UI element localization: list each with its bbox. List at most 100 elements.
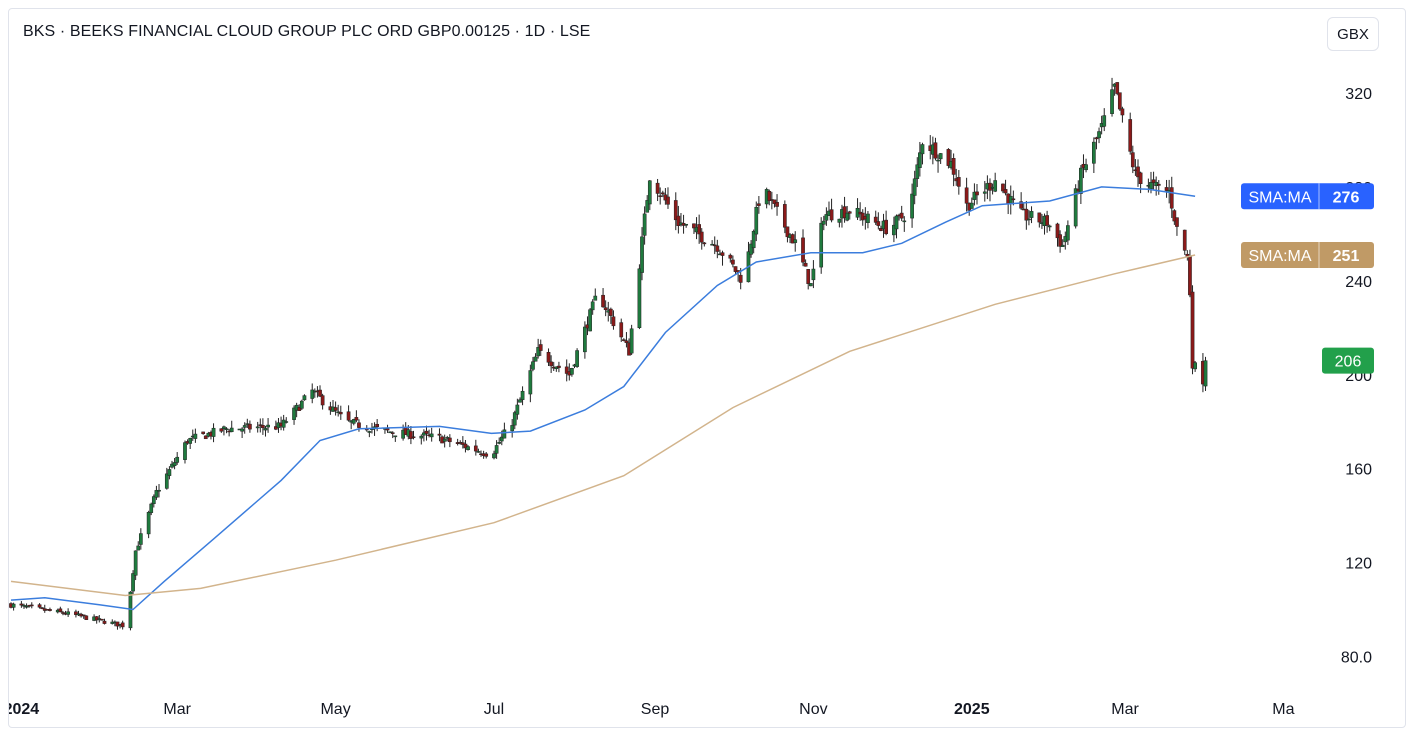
candle-body bbox=[19, 603, 24, 606]
candle-body bbox=[183, 442, 187, 460]
candle-body bbox=[824, 214, 829, 221]
candle-body bbox=[146, 511, 151, 535]
candle-body bbox=[460, 442, 465, 445]
candle-body bbox=[879, 228, 883, 231]
candle-body bbox=[224, 428, 229, 430]
candle-body bbox=[866, 213, 870, 224]
candle-body bbox=[531, 361, 535, 370]
candle-body bbox=[1102, 115, 1107, 127]
chart-title: BKS · BEEKS FINANCIAL CLOUD GROUP PLC OR… bbox=[23, 23, 591, 40]
candle-body bbox=[411, 436, 416, 438]
candle-body bbox=[1058, 234, 1062, 247]
candle-body bbox=[351, 419, 356, 424]
candle-body bbox=[1156, 183, 1161, 186]
candle-body bbox=[910, 193, 914, 219]
candle-body bbox=[1027, 218, 1031, 221]
candle-body bbox=[502, 429, 507, 439]
candle-body bbox=[1045, 215, 1049, 226]
candle-body bbox=[442, 438, 447, 442]
candle-body bbox=[637, 268, 642, 328]
x-tick-label: Jul bbox=[484, 701, 504, 718]
candle-body bbox=[1115, 82, 1120, 94]
sma-badge-label: SMA:MA bbox=[1248, 189, 1311, 206]
currency-button[interactable]: GBX bbox=[1327, 17, 1379, 51]
candle-body bbox=[588, 309, 592, 332]
candle-body bbox=[619, 322, 624, 338]
candle-body bbox=[975, 191, 979, 196]
candle-body bbox=[229, 427, 234, 433]
candle-body bbox=[751, 230, 756, 249]
candle-body bbox=[136, 545, 141, 551]
candle-body bbox=[728, 254, 733, 259]
candle-body bbox=[1001, 183, 1005, 192]
candle-body bbox=[640, 236, 644, 273]
candle-body bbox=[463, 443, 468, 449]
candle-body bbox=[964, 187, 969, 204]
candle-body bbox=[821, 220, 826, 225]
candle-body bbox=[1037, 212, 1042, 223]
candle-body bbox=[988, 182, 992, 191]
candle-body bbox=[1073, 188, 1078, 227]
candle-body bbox=[697, 224, 701, 235]
candle-body bbox=[1136, 166, 1140, 178]
candle-body bbox=[629, 328, 634, 354]
candle-body bbox=[22, 604, 26, 607]
candle-body bbox=[1003, 189, 1008, 194]
candle-body bbox=[1130, 152, 1135, 168]
candle-body bbox=[261, 425, 265, 429]
candle-body bbox=[11, 603, 16, 608]
last-price-value: 206 bbox=[1335, 354, 1362, 371]
candle-body bbox=[318, 389, 322, 397]
candle-body bbox=[1164, 187, 1169, 191]
candle-body bbox=[782, 204, 787, 228]
candle-body bbox=[164, 473, 169, 489]
candle-body bbox=[1149, 182, 1153, 190]
candle-body bbox=[437, 433, 442, 436]
candle-body bbox=[603, 307, 608, 311]
candle-body bbox=[808, 283, 813, 287]
candle-body bbox=[419, 435, 424, 439]
candle-body bbox=[1117, 92, 1122, 110]
candle-body bbox=[240, 428, 244, 432]
candle-body bbox=[754, 206, 759, 235]
candle-body bbox=[536, 347, 540, 357]
candle-body bbox=[175, 456, 180, 463]
candle-body bbox=[829, 209, 834, 221]
candle-body bbox=[284, 421, 289, 423]
sma-badge-label: SMA:MA bbox=[1248, 248, 1311, 265]
candle-body bbox=[847, 211, 852, 214]
candle-body bbox=[346, 411, 351, 421]
candle-body bbox=[972, 191, 977, 200]
y-tick-label: 160 bbox=[1345, 462, 1372, 479]
price-chart[interactable]: 80.01201602002402803202024MarMayJulSepNo… bbox=[9, 9, 1405, 727]
candle-body bbox=[222, 426, 226, 429]
candle-body bbox=[642, 213, 647, 236]
candle-body bbox=[385, 428, 390, 431]
candle-body bbox=[785, 226, 790, 238]
candle-body bbox=[248, 423, 252, 430]
candle-body bbox=[1097, 131, 1101, 139]
candle-body bbox=[255, 426, 260, 429]
candle-body bbox=[84, 615, 89, 620]
candle-body bbox=[515, 404, 520, 415]
candle-body bbox=[448, 437, 452, 443]
candle-body bbox=[193, 433, 198, 439]
candle-body bbox=[624, 340, 629, 343]
candle-body bbox=[912, 178, 917, 196]
candle-body bbox=[936, 159, 940, 162]
candle-body bbox=[749, 243, 753, 255]
candle-body bbox=[333, 407, 338, 411]
candle-body bbox=[811, 268, 816, 281]
candle-body bbox=[484, 453, 489, 457]
candle-body bbox=[120, 622, 125, 628]
candle-body bbox=[902, 220, 907, 223]
candle-body bbox=[1138, 172, 1143, 184]
candle-body bbox=[292, 407, 296, 420]
candle-body bbox=[281, 419, 286, 428]
candle-body bbox=[310, 389, 315, 399]
candle-body bbox=[1182, 229, 1187, 251]
candle-body bbox=[473, 445, 478, 452]
candle-body bbox=[549, 361, 553, 367]
candle-body bbox=[899, 212, 904, 219]
chart-frame[interactable]: BKS · BEEKS FINANCIAL CLOUD GROUP PLC OR… bbox=[8, 8, 1406, 728]
